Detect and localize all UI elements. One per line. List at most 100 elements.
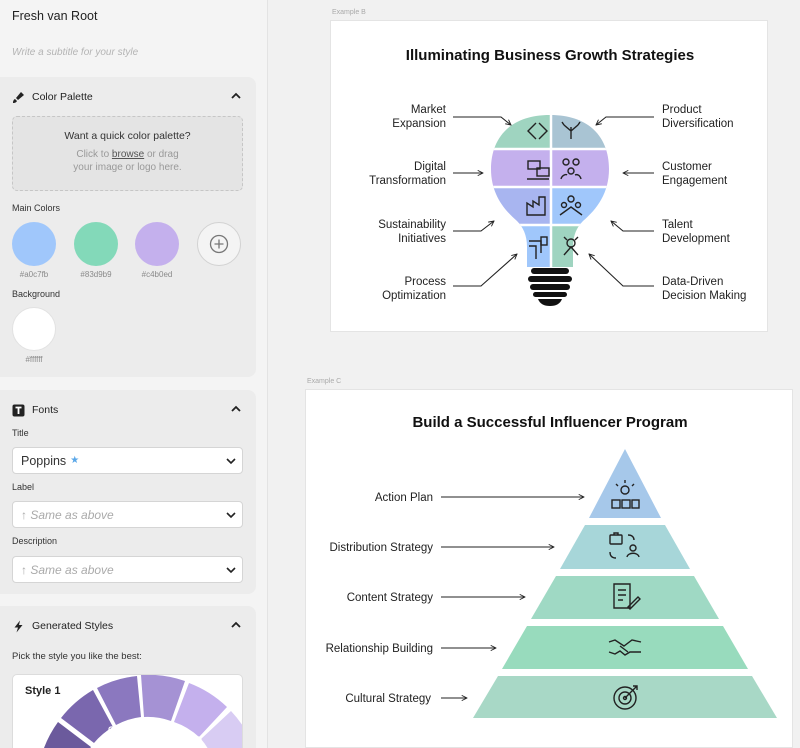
chevron-down-icon bbox=[226, 458, 236, 465]
handshake-icon bbox=[608, 639, 642, 656]
label-product: Product bbox=[662, 104, 702, 116]
factory-icon bbox=[526, 196, 546, 216]
background-hex: #ffffff bbox=[25, 355, 43, 364]
briefcase-person-icon bbox=[609, 532, 640, 559]
label-font-select[interactable]: ↑ Same as above bbox=[12, 501, 243, 528]
plus-circle-icon bbox=[209, 234, 229, 254]
label-font-value: ↑ Same as above bbox=[21, 507, 114, 522]
example-b-label: Example B bbox=[332, 9, 366, 16]
branch-icon bbox=[561, 121, 581, 139]
target-icon bbox=[527, 122, 548, 140]
add-color-button[interactable] bbox=[197, 222, 241, 266]
main-color-hex: #83d9b9 bbox=[80, 270, 112, 279]
label-transformation: Transformation bbox=[369, 175, 446, 187]
left-labels: Market Expansion Digital Transformation Su… bbox=[369, 104, 447, 302]
label-font-label: Label bbox=[12, 482, 35, 492]
label-initiatives: Initiatives bbox=[398, 233, 446, 245]
pyramid-layer bbox=[589, 449, 661, 518]
star-icon: ★ bbox=[70, 455, 80, 466]
lightning-icon bbox=[12, 620, 25, 633]
background-swatch[interactable] bbox=[12, 307, 56, 351]
main-colors-label: Main Colors bbox=[12, 203, 61, 213]
target-arrow-icon bbox=[613, 685, 638, 710]
main-color-swatch[interactable] bbox=[135, 222, 179, 266]
pyramid-layer bbox=[502, 626, 748, 669]
style-card[interactable]: Style 1 bbox=[12, 674, 243, 748]
pick-style-text: Pick the style you like the best: bbox=[12, 651, 142, 662]
people-icon bbox=[560, 158, 582, 180]
title-font-value: Poppins bbox=[21, 453, 67, 468]
label-data-driven: Data-Driven bbox=[662, 276, 723, 288]
example-b-slide[interactable]: Illuminating Business Growth Strategies bbox=[330, 20, 768, 332]
pyramid-layer bbox=[531, 576, 719, 619]
bulb-base bbox=[528, 268, 572, 306]
description-font-select[interactable]: ↑ Same as above bbox=[12, 556, 243, 583]
subtitle-input[interactable]: Write a subtitle for your style bbox=[12, 47, 139, 58]
palette-dropzone[interactable]: Want a quick color palette? Click to bro… bbox=[12, 116, 243, 191]
example-b-title: Illuminating Business Growth Strategies bbox=[406, 47, 694, 64]
pyramid-labels: Action Plan Distribution Strategy Conten… bbox=[326, 492, 434, 705]
label-expansion: Expansion bbox=[392, 118, 446, 130]
lightbulb-org-icon bbox=[611, 480, 640, 509]
fonts-title: Fonts bbox=[32, 404, 59, 416]
label-talent: Talent bbox=[662, 219, 693, 231]
paintbrush-icon bbox=[12, 91, 25, 104]
team-icon bbox=[559, 195, 583, 216]
preview-canvas: Example B Illuminating Business Growth S… bbox=[269, 0, 800, 748]
label-digital: Digital bbox=[414, 161, 446, 173]
label-decision-making: Decision Making bbox=[662, 290, 746, 302]
chevron-up-icon[interactable] bbox=[230, 402, 242, 416]
style-name[interactable]: Fresh van Root bbox=[12, 9, 98, 23]
bulb-segments bbox=[491, 115, 609, 267]
example-c-slide[interactable]: Build a Successful Influencer Program Ac… bbox=[305, 389, 793, 748]
main-color-swatch[interactable] bbox=[74, 222, 118, 266]
label-diversification: Diversification bbox=[662, 118, 734, 130]
generated-styles-panel: Generated Styles Pick the style you like… bbox=[0, 606, 256, 748]
fonts-header[interactable]: Fonts bbox=[12, 402, 244, 418]
style-preview-graphic bbox=[44, 675, 242, 748]
level-label: Content Strategy bbox=[347, 592, 434, 604]
main-color-hex: #a0c7fb bbox=[19, 270, 49, 279]
pyramid-layer bbox=[560, 525, 690, 569]
pipes-icon bbox=[529, 236, 548, 259]
title-font-label: Title bbox=[12, 428, 29, 438]
data-icon bbox=[563, 236, 579, 256]
chevron-up-icon[interactable] bbox=[230, 89, 242, 103]
background-label: Background bbox=[12, 289, 61, 299]
dropzone-title: Want a quick color palette? bbox=[64, 130, 191, 142]
dropzone-suffix: or drag bbox=[146, 149, 179, 160]
level-label: Relationship Building bbox=[326, 643, 433, 655]
label-customer: Customer bbox=[662, 161, 712, 173]
label-optimization: Optimization bbox=[382, 290, 446, 302]
chevron-up-icon[interactable] bbox=[230, 618, 242, 632]
browse-link[interactable]: browse bbox=[111, 149, 145, 160]
bulb-diagram: Illuminating Business Growth Strategies bbox=[369, 47, 746, 306]
main-color-swatch[interactable] bbox=[12, 222, 56, 266]
document-pen-icon bbox=[613, 583, 641, 610]
left-arrows bbox=[453, 116, 517, 287]
color-palette-header[interactable]: Color Palette bbox=[12, 89, 244, 105]
generated-styles-header[interactable]: Generated Styles bbox=[12, 618, 244, 634]
style-sidebar: Fresh van Root Write a subtitle for your… bbox=[0, 0, 268, 748]
main-color-hex: #c4b0ed bbox=[141, 270, 173, 279]
example-c-label: Example C bbox=[307, 378, 342, 385]
computer-icon bbox=[527, 160, 550, 180]
right-arrows bbox=[589, 116, 654, 287]
example-c-title: Build a Successful Influencer Program bbox=[412, 414, 687, 431]
level-label: Cultural Strategy bbox=[345, 693, 431, 705]
label-process: Process bbox=[404, 276, 446, 288]
dropzone-text: Click to browse or drag your image or lo… bbox=[13, 148, 242, 174]
description-font-label: Description bbox=[12, 536, 58, 546]
right-labels: Product Diversification Customer Engagemen… bbox=[662, 104, 746, 302]
style-card-title: Style 1 bbox=[25, 685, 61, 697]
color-palette-panel: Color Palette Want a quick color palette… bbox=[0, 77, 256, 377]
dropzone-prefix: Click to bbox=[76, 149, 110, 160]
title-font-select[interactable]: Poppins ★ bbox=[12, 447, 243, 474]
